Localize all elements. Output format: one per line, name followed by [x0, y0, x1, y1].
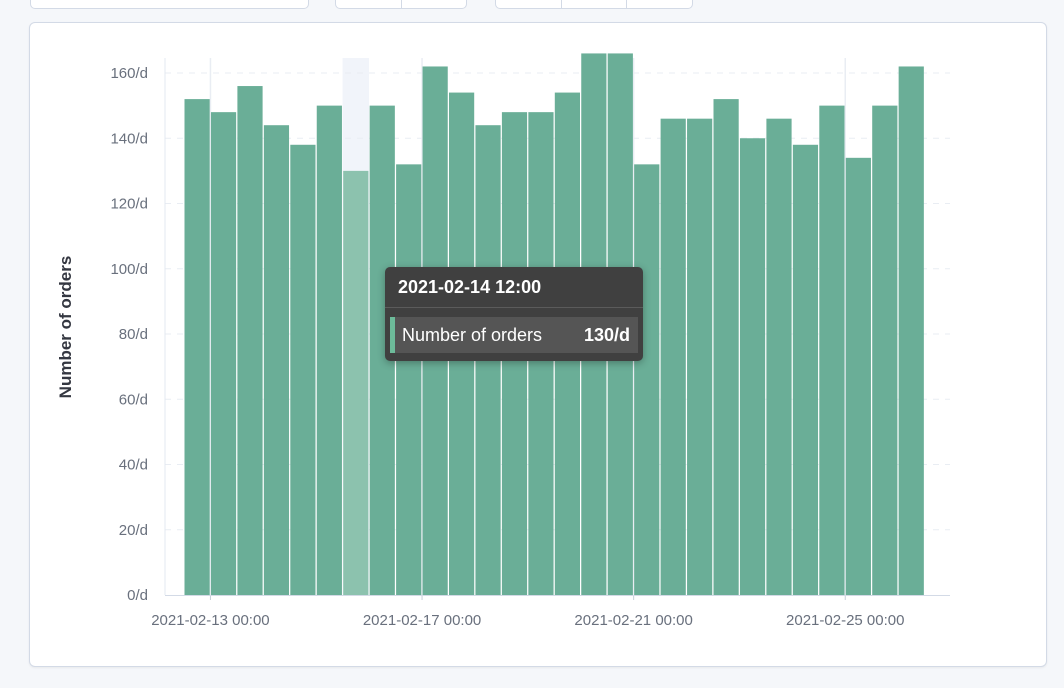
x-tick-label: 2021-02-21 00:00 — [574, 612, 692, 629]
y-tick-label: 20/d — [119, 522, 148, 539]
bar[interactable] — [237, 86, 263, 596]
y-tick-label: 140/d — [110, 130, 148, 147]
x-tick-label: 2021-02-25 00:00 — [786, 612, 904, 629]
bar[interactable] — [819, 105, 845, 595]
bar[interactable] — [687, 118, 713, 596]
chart-tooltip: 2021-02-14 12:00 Number of orders 130/d — [385, 267, 643, 361]
y-tick-label: 100/d — [110, 261, 148, 278]
y-tick-label: 80/d — [119, 326, 148, 343]
y-tick-label: 40/d — [119, 457, 148, 474]
x-tick-label: 2021-02-17 00:00 — [363, 612, 481, 629]
bar[interactable] — [184, 99, 210, 595]
bar[interactable] — [263, 125, 290, 595]
bar[interactable] — [898, 66, 924, 596]
top-control-1[interactable] — [30, 0, 309, 9]
bar[interactable] — [396, 164, 422, 595]
x-tick-label: 2021-02-13 00:00 — [151, 612, 269, 629]
tooltip-series-value: 130/d — [583, 324, 630, 345]
top-segmented-control-2[interactable] — [495, 0, 693, 9]
bar[interactable] — [660, 118, 686, 596]
bar[interactable] — [792, 144, 819, 595]
bar[interactable] — [634, 164, 660, 595]
bar[interactable] — [739, 138, 766, 595]
segment-button[interactable] — [562, 0, 628, 8]
y-axis-title: Number of orders — [56, 256, 75, 399]
y-tick-label: 120/d — [110, 196, 148, 213]
series-color-swatch — [390, 317, 395, 353]
y-tick-label: 60/d — [119, 391, 148, 408]
y-tick-label: 0/d — [127, 587, 148, 604]
y-tick-label: 160/d — [110, 65, 148, 82]
tooltip-series-label: Number of orders — [402, 324, 543, 345]
top-segmented-control-1[interactable] — [335, 0, 467, 9]
bar[interactable] — [316, 105, 342, 595]
bar[interactable] — [210, 112, 237, 596]
segment-button[interactable] — [336, 0, 402, 8]
tooltip-title: 2021-02-14 12:00 — [385, 267, 643, 308]
tooltip-series-row: Number of orders 130/d — [390, 317, 638, 353]
bar[interactable] — [713, 99, 739, 595]
segment-button[interactable] — [496, 0, 562, 8]
bar[interactable] — [766, 118, 792, 596]
axes-layer: 0/d 20/d 40/d 60/d 80/d 100/d 120/d 140/d 160/d 2… — [110, 58, 950, 629]
bar-highlighted[interactable] — [343, 170, 369, 595]
bar[interactable] — [872, 105, 898, 595]
bar[interactable] — [845, 157, 871, 595]
bar[interactable] — [290, 144, 316, 595]
